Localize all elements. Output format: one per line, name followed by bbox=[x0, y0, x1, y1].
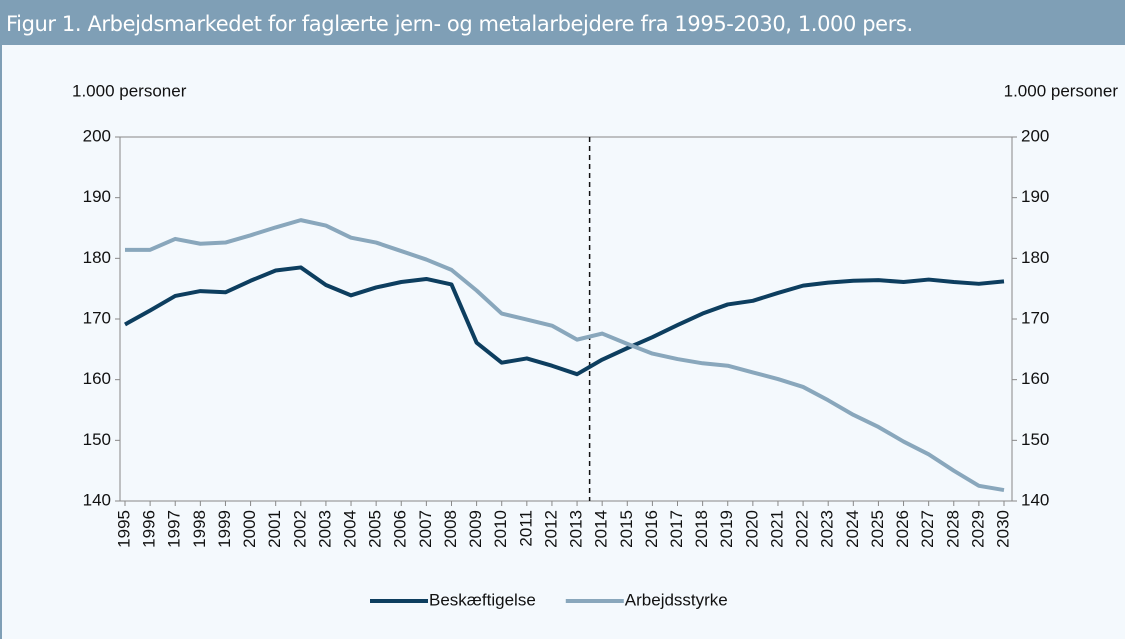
y2-tick-label: 180 bbox=[1021, 248, 1049, 267]
x-tick-label: 2009 bbox=[466, 510, 485, 548]
x-tick-label: 2011 bbox=[516, 510, 535, 547]
x-tick-label: 2029 bbox=[968, 510, 987, 548]
x-tick-label: 1999 bbox=[215, 510, 234, 548]
y2-tick-label: 150 bbox=[1021, 430, 1049, 449]
x-tick-label: 2007 bbox=[416, 510, 435, 548]
x-tick-label: 2014 bbox=[592, 510, 611, 548]
plot-frame bbox=[119, 136, 1013, 502]
x-tick-label: 2012 bbox=[541, 510, 560, 548]
x-tick-label: 2030 bbox=[993, 510, 1012, 548]
x-tick-label: 2000 bbox=[240, 510, 259, 548]
y-tick-label: 170 bbox=[83, 308, 111, 327]
x-tick-label: 2024 bbox=[843, 510, 862, 548]
x-tick-label: 2015 bbox=[617, 510, 636, 548]
border bbox=[0, 45, 2, 639]
x-tick-label: 2016 bbox=[642, 510, 661, 548]
y2-tick-label: 200 bbox=[1021, 126, 1049, 145]
y-tick-label: 140 bbox=[83, 490, 111, 509]
x-tick-label: 2013 bbox=[567, 510, 586, 548]
y2-tick-label: 140 bbox=[1021, 490, 1049, 509]
x-tick-label: 2008 bbox=[441, 510, 460, 548]
series-line bbox=[125, 218, 1005, 493]
y2-tick-label: 160 bbox=[1021, 369, 1049, 388]
y-tick-label: 180 bbox=[83, 248, 111, 267]
y-tick-label: 150 bbox=[83, 430, 111, 449]
x-tick-label: 2025 bbox=[868, 510, 887, 548]
chart-title: Figur 1. Arbejdsmarkedet for faglærte je… bbox=[0, 0, 1125, 45]
y-tick-label: 200 bbox=[83, 126, 111, 145]
x-tick-label: 2019 bbox=[717, 510, 736, 548]
x-tick-label: 2022 bbox=[793, 510, 812, 548]
y-tick-label: 190 bbox=[83, 187, 111, 206]
x-tick-label: 2023 bbox=[818, 510, 837, 548]
y-tick-label: 160 bbox=[83, 369, 111, 388]
x-tick-label: 2010 bbox=[491, 510, 510, 548]
series-line bbox=[124, 265, 1005, 377]
x-tick-label: 1995 bbox=[114, 510, 133, 548]
x-tick-label: 2003 bbox=[315, 510, 334, 548]
x-tick-label: 2002 bbox=[290, 510, 309, 548]
x-tick-label: 2001 bbox=[265, 510, 284, 548]
x-tick-label: 2006 bbox=[391, 510, 410, 548]
legend-label: Beskæftigelse bbox=[429, 590, 536, 609]
x-tick-label: 1997 bbox=[165, 510, 184, 548]
x-tick-label: 2028 bbox=[943, 510, 962, 548]
y-axis-label: 1.000 personer bbox=[72, 81, 187, 100]
x-tick-label: 2017 bbox=[667, 510, 686, 548]
y2-axis-label: 1.000 personer bbox=[1004, 81, 1119, 100]
legend-label: Arbejdsstyrke bbox=[625, 590, 728, 609]
y2-tick-label: 170 bbox=[1021, 308, 1049, 327]
x-tick-label: 2020 bbox=[742, 510, 761, 548]
y2-tick-label: 190 bbox=[1021, 187, 1049, 206]
x-tick-label: 1998 bbox=[190, 510, 209, 548]
x-tick-label: 2005 bbox=[366, 510, 385, 548]
x-tick-label: 2004 bbox=[341, 510, 360, 548]
x-tick-label: 2027 bbox=[918, 510, 937, 548]
x-tick-label: 2018 bbox=[692, 510, 711, 548]
x-tick-label: 1996 bbox=[140, 510, 159, 548]
x-tick-label: 2021 bbox=[767, 510, 786, 548]
x-tick-label: 2026 bbox=[893, 510, 912, 548]
